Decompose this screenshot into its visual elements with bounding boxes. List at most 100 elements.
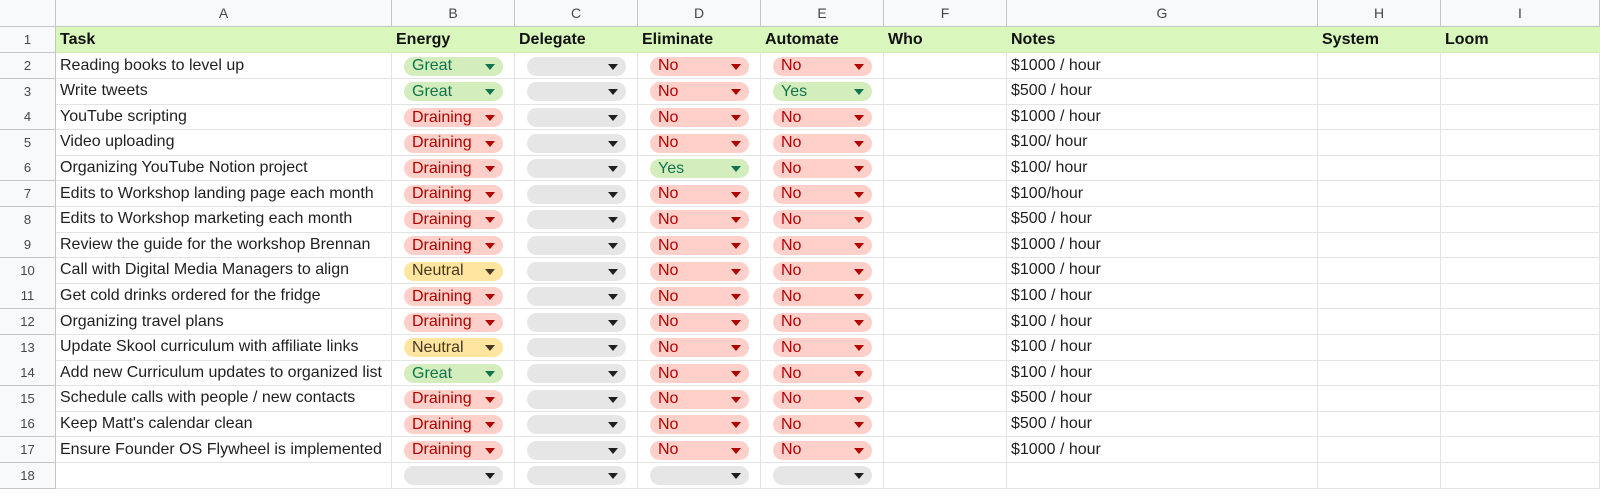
cell-i12[interactable] <box>1441 309 1600 335</box>
cell-d2[interactable] <box>638 53 761 79</box>
cell-a16[interactable]: Keep Matt's calendar clean <box>56 411 392 438</box>
cell-a13[interactable]: Update Skool curriculum with affiliate l… <box>56 334 392 361</box>
delegate-dropdown[interactable] <box>527 159 626 179</box>
row-header-10[interactable]: 10 <box>0 257 56 284</box>
header-cell-f[interactable]: Who <box>884 27 1007 53</box>
automate-dropdown[interactable]: No <box>773 184 872 204</box>
delegate-dropdown[interactable] <box>527 287 626 307</box>
eliminate-dropdown[interactable] <box>650 466 749 486</box>
cell-g17[interactable]: $1000 / hour <box>1007 437 1318 463</box>
cell-b12[interactable] <box>392 309 515 335</box>
cell-a9[interactable]: Review the guide for the workshop Brenna… <box>56 232 392 259</box>
row-header-2[interactable]: 2 <box>0 53 56 79</box>
header-cell-e[interactable]: Automate <box>761 27 884 53</box>
row-header-11[interactable]: 11 <box>0 283 56 310</box>
cell-g13[interactable]: $100 / hour <box>1007 334 1318 361</box>
column-header-h[interactable]: H <box>1318 0 1441 27</box>
cell-i13[interactable] <box>1441 334 1600 361</box>
cell-i9[interactable] <box>1441 232 1600 259</box>
cell-d3[interactable] <box>638 78 761 105</box>
cell-c7[interactable] <box>515 181 638 207</box>
cell-h7[interactable] <box>1318 181 1441 207</box>
cell-f14[interactable] <box>884 360 1007 387</box>
cell-c17[interactable] <box>515 437 638 463</box>
cell-f13[interactable] <box>884 334 1007 361</box>
cell-c12[interactable] <box>515 309 638 335</box>
automate-dropdown[interactable]: No <box>773 338 872 358</box>
cell-e11[interactable] <box>761 283 884 310</box>
cell-e2[interactable] <box>761 53 884 79</box>
cell-a14[interactable]: Add new Curriculum updates to organized … <box>56 360 392 387</box>
delegate-dropdown[interactable] <box>527 312 626 332</box>
cell-d4[interactable] <box>638 104 761 131</box>
energy-dropdown[interactable]: Draining <box>404 159 503 179</box>
energy-dropdown[interactable]: Neutral <box>404 338 503 358</box>
cell-d13[interactable] <box>638 334 761 361</box>
cell-a4[interactable]: YouTube scripting <box>56 104 392 131</box>
cell-i15[interactable] <box>1441 385 1600 412</box>
column-header-d[interactable]: D <box>638 0 761 27</box>
energy-dropdown[interactable]: Draining <box>404 415 503 435</box>
cell-h18[interactable] <box>1318 462 1441 489</box>
eliminate-dropdown[interactable]: No <box>650 82 749 102</box>
cell-d7[interactable] <box>638 181 761 207</box>
cell-a11[interactable]: Get cold drinks ordered for the fridge <box>56 283 392 310</box>
cell-i4[interactable] <box>1441 104 1600 131</box>
cell-a8[interactable]: Edits to Workshop marketing each month <box>56 206 392 233</box>
row-header-6[interactable]: 6 <box>0 155 56 182</box>
delegate-dropdown[interactable] <box>527 261 626 281</box>
cell-i5[interactable] <box>1441 129 1600 156</box>
cell-f12[interactable] <box>884 309 1007 335</box>
cell-f7[interactable] <box>884 181 1007 207</box>
cell-b13[interactable] <box>392 334 515 361</box>
energy-dropdown[interactable]: Great <box>404 56 503 76</box>
cell-f6[interactable] <box>884 155 1007 182</box>
cell-i11[interactable] <box>1441 283 1600 310</box>
cell-e4[interactable] <box>761 104 884 131</box>
cell-f11[interactable] <box>884 283 1007 310</box>
cell-b2[interactable] <box>392 53 515 79</box>
eliminate-dropdown[interactable]: Yes <box>650 159 749 179</box>
cell-g8[interactable]: $500 / hour <box>1007 206 1318 233</box>
row-header-16[interactable]: 16 <box>0 411 56 438</box>
cell-b10[interactable] <box>392 257 515 284</box>
cell-i6[interactable] <box>1441 155 1600 182</box>
cell-e13[interactable] <box>761 334 884 361</box>
cell-e16[interactable] <box>761 411 884 438</box>
column-header-g[interactable]: G <box>1007 0 1318 27</box>
energy-dropdown[interactable]: Neutral <box>404 261 503 281</box>
automate-dropdown[interactable]: Yes <box>773 82 872 102</box>
row-header-9[interactable]: 9 <box>0 232 56 259</box>
cell-g18[interactable] <box>1007 462 1318 489</box>
header-cell-i[interactable]: Loom <box>1441 27 1600 53</box>
energy-dropdown[interactable]: Great <box>404 364 503 383</box>
cell-c16[interactable] <box>515 411 638 438</box>
cell-b15[interactable] <box>392 385 515 412</box>
automate-dropdown[interactable]: No <box>773 108 872 127</box>
cell-h14[interactable] <box>1318 360 1441 387</box>
cell-e7[interactable] <box>761 181 884 207</box>
cell-h5[interactable] <box>1318 129 1441 156</box>
cell-b6[interactable] <box>392 155 515 182</box>
row-header-7[interactable]: 7 <box>0 181 56 207</box>
cell-g5[interactable]: $100/ hour <box>1007 129 1318 156</box>
header-cell-d[interactable]: Eliminate <box>638 27 761 53</box>
cell-b17[interactable] <box>392 437 515 463</box>
cell-f2[interactable] <box>884 53 1007 79</box>
cell-i2[interactable] <box>1441 53 1600 79</box>
cell-a3[interactable]: Write tweets <box>56 78 392 105</box>
cell-c11[interactable] <box>515 283 638 310</box>
eliminate-dropdown[interactable]: No <box>650 389 749 409</box>
eliminate-dropdown[interactable]: No <box>650 415 749 435</box>
row-header-8[interactable]: 8 <box>0 206 56 233</box>
cell-g12[interactable]: $100 / hour <box>1007 309 1318 335</box>
energy-dropdown[interactable]: Draining <box>404 389 503 409</box>
cell-f16[interactable] <box>884 411 1007 438</box>
cell-d17[interactable] <box>638 437 761 463</box>
cell-d5[interactable] <box>638 129 761 156</box>
delegate-dropdown[interactable] <box>527 133 626 153</box>
cell-b16[interactable] <box>392 411 515 438</box>
cell-f10[interactable] <box>884 257 1007 284</box>
cell-c10[interactable] <box>515 257 638 284</box>
energy-dropdown[interactable]: Draining <box>404 287 503 307</box>
